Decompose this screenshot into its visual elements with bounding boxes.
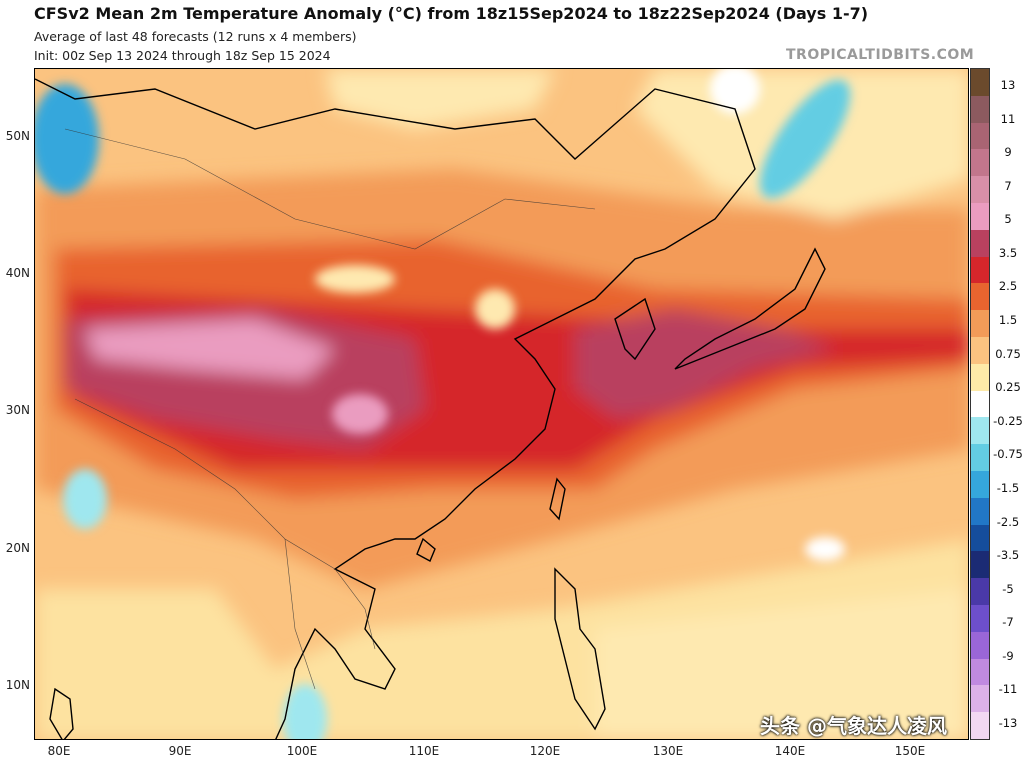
colorbar-label: -13 bbox=[998, 716, 1018, 730]
colorbar-segment bbox=[971, 605, 989, 633]
colorbar-segment bbox=[971, 337, 989, 365]
cool-patch-andaman bbox=[283, 684, 327, 739]
colorbar-label: -0.25 bbox=[993, 413, 1023, 428]
colorbar-segment bbox=[971, 712, 989, 740]
pink-tibet-core bbox=[85, 319, 335, 379]
colorbar-label: -11 bbox=[998, 682, 1018, 697]
colorbar-label: -2.5 bbox=[996, 514, 1020, 529]
lon-label: 130E bbox=[652, 744, 684, 758]
colorbar-label: -1.5 bbox=[996, 480, 1020, 495]
colorbar-label: 1.5 bbox=[998, 313, 1018, 328]
colorbar-label: 11 bbox=[1000, 111, 1016, 126]
colorbar-segment bbox=[971, 658, 989, 686]
anomaly-map-svg bbox=[35, 69, 968, 739]
colorbar-segment bbox=[971, 471, 989, 499]
colorbar-segment bbox=[971, 176, 989, 204]
chart-subtitle-init: Init: 00z Sep 13 2024 through 18z Sep 15… bbox=[34, 48, 331, 63]
colorbar-segment bbox=[971, 149, 989, 177]
colorbar-segment bbox=[971, 578, 989, 606]
chart-header: CFSv2 Mean 2m Temperature Anomaly (°C) f… bbox=[0, 0, 1024, 68]
lat-label: 30N bbox=[5, 403, 30, 417]
hainan-outline bbox=[416, 537, 436, 562]
lon-label: 120E bbox=[529, 744, 561, 758]
country-borders bbox=[64, 128, 596, 690]
colorbar-segment bbox=[971, 551, 989, 579]
pacific-mild-field bbox=[595, 589, 968, 739]
colorbar-segment bbox=[971, 497, 989, 526]
lon-label: 150E bbox=[894, 744, 926, 758]
colorbar-segment bbox=[971, 203, 989, 231]
mongolia-border bbox=[64, 128, 596, 250]
himalaya-border bbox=[74, 398, 336, 570]
lat-label: 10N bbox=[5, 678, 30, 692]
source-credit: TROPICALTIDBITS.COM bbox=[786, 47, 975, 63]
colorbar-segment bbox=[971, 283, 989, 311]
colorbar-segment bbox=[971, 417, 989, 445]
colorbar-label: 5 bbox=[1004, 212, 1012, 227]
colorbar-segment bbox=[971, 69, 989, 97]
lon-label: 110E bbox=[408, 744, 440, 758]
colorbar-label: 9 bbox=[1004, 145, 1012, 160]
pink-sichuan-core bbox=[332, 394, 388, 434]
watermark-text: 头条 @气象达人凌风 bbox=[760, 714, 947, 738]
mild-patch-northchina bbox=[475, 289, 515, 329]
colorbar-segment bbox=[971, 310, 989, 338]
anomaly-map bbox=[34, 68, 969, 740]
colorbar-label: 3.5 bbox=[998, 245, 1018, 260]
colorbar-segment bbox=[971, 444, 989, 472]
neutral-patch-pacific bbox=[805, 537, 845, 561]
lon-label: 80E bbox=[47, 744, 71, 758]
colorbar-label: 2.5 bbox=[998, 279, 1018, 294]
lon-label: 140E bbox=[774, 744, 806, 758]
neutral-patch-northeast bbox=[710, 69, 760, 114]
philippines-outline bbox=[554, 567, 606, 731]
colorbar-label: 0.25 bbox=[995, 380, 1021, 395]
colorbar-segment bbox=[971, 95, 989, 124]
colorbar-segment bbox=[971, 685, 989, 713]
korea-outline bbox=[614, 297, 656, 361]
colorbar-segment bbox=[971, 631, 989, 660]
cool-patch-india bbox=[63, 469, 107, 529]
japan-outline bbox=[674, 247, 826, 370]
colorbar-segment bbox=[971, 256, 989, 284]
colorbar-segment bbox=[971, 390, 989, 418]
mild-patch-gobi bbox=[315, 265, 395, 293]
north-mild-field bbox=[325, 69, 555, 129]
colorbar-label: -3.5 bbox=[996, 548, 1020, 563]
lon-label: 90E bbox=[168, 744, 192, 758]
colorbar-label: 0.75 bbox=[995, 346, 1021, 361]
colorbar-label: 13 bbox=[1000, 78, 1016, 92]
colorbar-segment bbox=[971, 524, 989, 552]
colorbar-label: -5 bbox=[1002, 581, 1014, 596]
indochina-border bbox=[334, 568, 376, 650]
lat-label: 20N bbox=[5, 541, 30, 555]
colorbar-segment bbox=[971, 229, 989, 258]
chart-subtitle-forecasts: Average of last 48 forecasts (12 runs x … bbox=[34, 29, 357, 44]
colorbar-label: -7 bbox=[1002, 615, 1014, 630]
srilanka-outline bbox=[49, 687, 74, 739]
maroon-korea-japan bbox=[575, 309, 835, 419]
colorbar-segment bbox=[971, 122, 989, 150]
cold-patch-west bbox=[35, 84, 99, 194]
myanmar-border bbox=[284, 538, 316, 690]
colorbar-label: -0.75 bbox=[993, 447, 1023, 462]
chart-title: CFSv2 Mean 2m Temperature Anomaly (°C) f… bbox=[34, 4, 869, 23]
colorbar-label: 7 bbox=[1004, 178, 1012, 193]
lat-label: 40N bbox=[5, 266, 30, 280]
cold-patch-northeast bbox=[759, 79, 851, 199]
taiwan-outline bbox=[549, 477, 566, 521]
coastlines bbox=[35, 78, 826, 739]
mainland-coast bbox=[35, 78, 756, 739]
lat-label: 50N bbox=[5, 129, 30, 143]
colorbar bbox=[970, 68, 990, 740]
colorbar-label: -9 bbox=[1002, 648, 1014, 663]
lon-label: 100E bbox=[286, 744, 318, 758]
colorbar-segment bbox=[971, 363, 989, 392]
